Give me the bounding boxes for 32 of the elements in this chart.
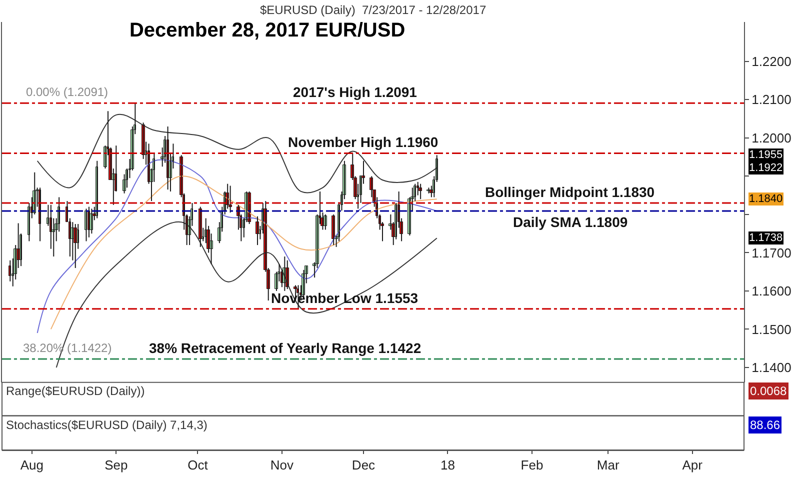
y-tick-label: 1.1500 <box>752 322 792 337</box>
x-tick-label: Dec <box>352 458 376 473</box>
x-tick-label: Apr <box>682 458 704 473</box>
annotation: 2017's High 1.2091 <box>293 84 418 100</box>
x-tick-label: Mar <box>596 458 620 473</box>
annotation: November High 1.1960 <box>288 134 438 150</box>
x-tick-label: Feb <box>520 458 544 473</box>
text: Stochastics($EURUSD (Daily) 7,14,3) <box>6 418 208 432</box>
text: 88.66 <box>750 418 780 432</box>
y-tick-label: 1.2100 <box>752 92 792 108</box>
annotation: 0.00% (1.2091) <box>26 85 108 99</box>
text: 0.0068 <box>750 384 788 398</box>
x-tick-label: 18 <box>440 458 455 473</box>
text: 1.1955 <box>749 149 783 161</box>
y-tick-label: 1.1600 <box>752 283 792 298</box>
y-tick-label: 1.1700 <box>752 245 792 260</box>
chart-subtitle: $EURUSD (Daily) 7/23/2017 - 12/28/2017 <box>260 3 486 17</box>
x-tick-label: Nov <box>270 458 294 473</box>
y-tick-label: 1.1400 <box>752 360 792 376</box>
annotation: Bollinger Midpoint 1.1830 <box>485 184 655 200</box>
text: 1.1922 <box>749 162 783 174</box>
text: 1.1738 <box>749 232 783 244</box>
annotation: 38% Retracement of Yearly Range 1.1422 <box>149 340 422 356</box>
x-tick-label: Sep <box>104 458 128 473</box>
text: 1.1840 <box>749 193 783 205</box>
y-tick-label: 1.2000 <box>752 130 792 146</box>
y-tick-label: 1.2200 <box>752 54 792 69</box>
x-tick-label: Oct <box>188 458 208 473</box>
annotation: Daily SMA 1.1809 <box>513 214 628 230</box>
chart-title: December 28, 2017 EUR/USD <box>129 19 406 42</box>
text: Range($EURUSD (Daily)) <box>6 384 145 398</box>
x-tick-label: Aug <box>20 458 44 473</box>
